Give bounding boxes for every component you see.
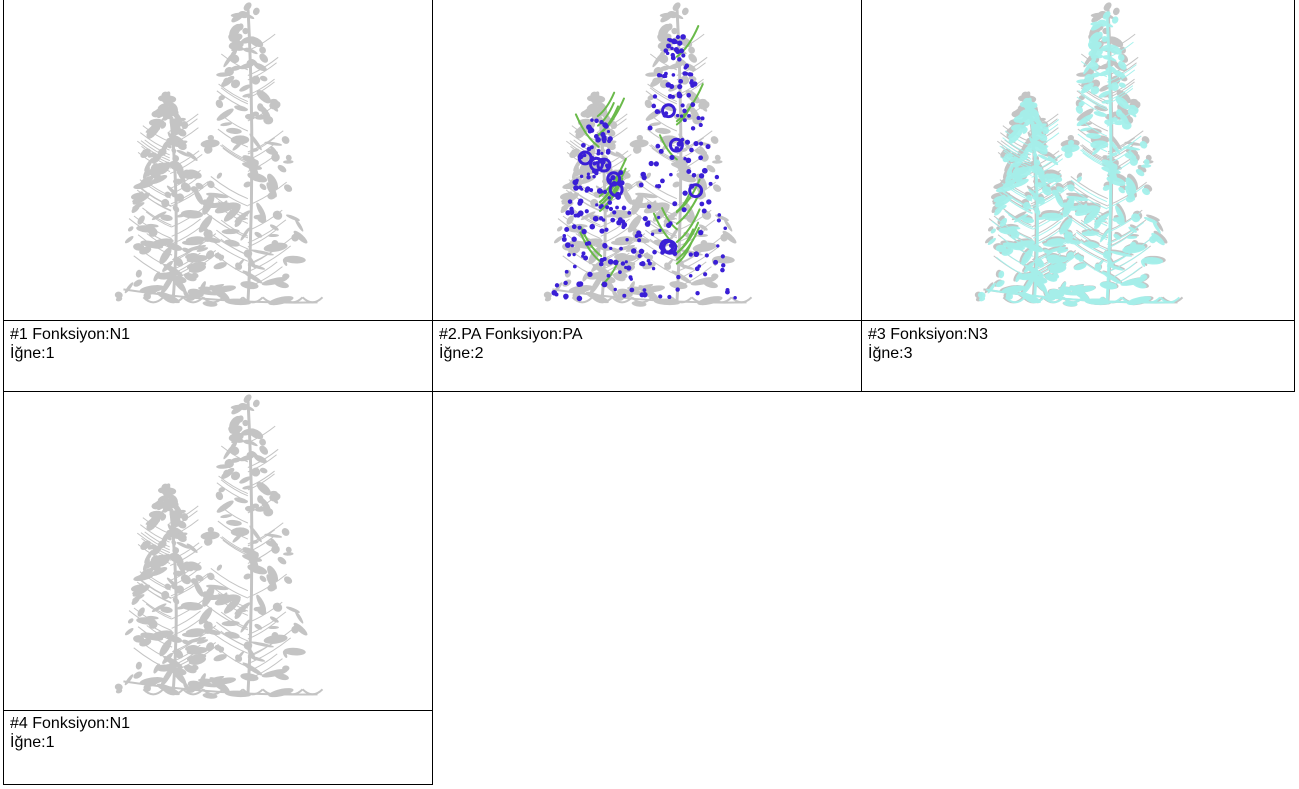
needle-label: İğne:1 bbox=[10, 734, 55, 751]
embroidery-design-base bbox=[112, 0, 325, 309]
embroidery-preview-2 bbox=[433, 0, 861, 321]
card-caption: #4 Fonksiyon:N1 İğne:1 bbox=[10, 714, 130, 752]
embroidery-preview-1 bbox=[4, 0, 432, 321]
needle-label: İğne:1 bbox=[10, 345, 55, 362]
needle-label: İğne:2 bbox=[439, 345, 484, 362]
color-step-card-1: #1 Fonksiyon:N1 İğne:1 bbox=[3, 0, 433, 392]
function-label: #3 Fonksiyon:N3 bbox=[868, 326, 989, 343]
needle-label: İğne:3 bbox=[868, 345, 913, 362]
function-label: #1 Fonksiyon:N1 bbox=[10, 326, 131, 343]
embroidery-preview-3 bbox=[862, 0, 1294, 321]
function-label: #2.PA Fonksiyon:PA bbox=[439, 326, 583, 343]
card-caption: #3 Fonksiyon:N3 İğne:3 bbox=[868, 325, 988, 363]
color-step-card-2: #2.PA Fonksiyon:PA İğne:2 bbox=[432, 0, 862, 392]
card-caption: #1 Fonksiyon:N1 İğne:1 bbox=[10, 325, 130, 363]
embroidery-design-cyan bbox=[972, 0, 1185, 309]
color-step-card-3: #3 Fonksiyon:N3 İğne:3 bbox=[861, 0, 1295, 392]
color-step-card-4: #4 Fonksiyon:N1 İğne:1 bbox=[3, 391, 433, 785]
function-label: #4 Fonksiyon:N1 bbox=[10, 715, 131, 732]
embroidery-design-blossoms bbox=[541, 0, 754, 309]
card-caption: #2.PA Fonksiyon:PA İğne:2 bbox=[439, 325, 582, 363]
embroidery-preview-4 bbox=[4, 392, 432, 711]
embroidery-design-base bbox=[112, 392, 325, 701]
